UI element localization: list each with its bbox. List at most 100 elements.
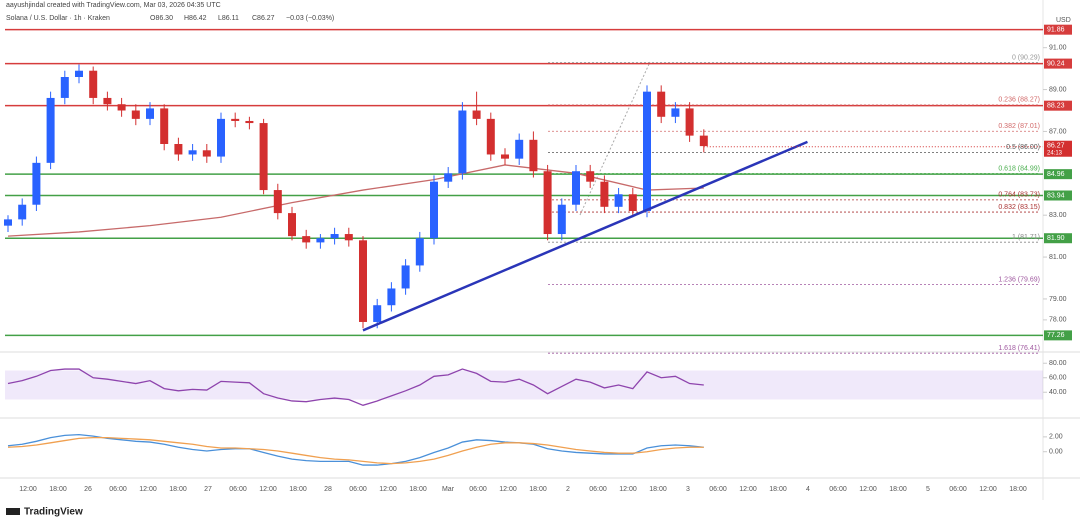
- candle-body: [217, 118, 225, 157]
- candle-body: [501, 154, 509, 159]
- logo: TradingView: [24, 507, 83, 517]
- x-tick-label: 2: [566, 486, 570, 493]
- countdown: 24:13: [1047, 150, 1063, 156]
- candle-body: [444, 173, 453, 182]
- x-tick-label: 18:00: [409, 486, 427, 493]
- candle-body: [373, 305, 382, 322]
- level-label: 77.26: [1047, 332, 1065, 339]
- level-label: 81.90: [1047, 235, 1065, 242]
- y-tick-label: 81.00: [1049, 254, 1067, 261]
- level-label: 88.23: [1047, 103, 1065, 110]
- x-tick-label: 18:00: [529, 486, 547, 493]
- x-tick-label: 18:00: [169, 486, 187, 493]
- candle-body: [4, 219, 12, 226]
- candle-body: [188, 150, 197, 155]
- candle-body: [685, 108, 694, 136]
- rsi-tick-label: 40.00: [1049, 389, 1067, 396]
- x-tick-label: 06:00: [829, 486, 847, 493]
- ohlc-value: −0.03 (−0.03%): [286, 15, 334, 22]
- candle-body: [146, 108, 154, 119]
- candle-body: [458, 110, 467, 174]
- x-tick-label: 18:00: [1009, 486, 1027, 493]
- candle-body: [628, 194, 637, 211]
- candle-body: [699, 135, 708, 147]
- candle-body: [600, 181, 609, 207]
- moving-average: [7, 164, 704, 237]
- candle-body: [330, 234, 339, 239]
- candle-body: [231, 118, 240, 121]
- candle-body: [430, 181, 438, 239]
- rsi-line: [7, 368, 704, 406]
- candle-body: [586, 171, 595, 182]
- x-tick-label: 12:00: [139, 486, 157, 493]
- credit: aayushjindal created with TradingView.co…: [6, 2, 221, 9]
- ohlc-value: H86.42: [184, 15, 207, 22]
- rsi-tick-label: 60.00: [1049, 375, 1067, 382]
- x-tick-label: 12:00: [259, 486, 277, 493]
- candle-body: [18, 204, 27, 220]
- candle-body: [657, 91, 666, 117]
- last-price-label: 86.27: [1047, 143, 1065, 150]
- x-tick-label: 06:00: [469, 486, 487, 493]
- candle-body: [288, 213, 296, 237]
- logo-icon: [6, 508, 20, 515]
- x-tick-label: 18:00: [289, 486, 307, 493]
- y-tick-label: 79.00: [1049, 296, 1067, 303]
- candle-body: [245, 120, 254, 124]
- y-tick-label: 78.00: [1049, 317, 1067, 324]
- candle-body: [117, 104, 126, 111]
- y-tick-label: 91.00: [1049, 45, 1067, 52]
- candle-body: [174, 144, 183, 155]
- candle-body: [614, 194, 623, 207]
- x-tick-label: 12:00: [619, 486, 637, 493]
- fib-label: 0.5 (86.00): [1006, 144, 1040, 151]
- candle-body: [46, 97, 55, 163]
- x-tick-label: 3: [686, 486, 690, 493]
- x-tick-label: 12:00: [19, 486, 37, 493]
- candle-body: [344, 234, 353, 241]
- level-tag: [1044, 58, 1072, 69]
- level-tag: [1044, 190, 1072, 201]
- x-tick-label: 26: [84, 486, 92, 493]
- x-tick-label: 18:00: [769, 486, 787, 493]
- x-tick-label: 06:00: [949, 486, 967, 493]
- fib-label: 0.832 (83.15): [998, 204, 1040, 211]
- candle-body: [60, 77, 69, 98]
- x-tick-label: 12:00: [499, 486, 517, 493]
- candle-body: [643, 91, 651, 211]
- candle-body: [75, 70, 83, 77]
- candle-body: [529, 139, 538, 172]
- fib-label: 0.382 (87.01): [998, 123, 1040, 130]
- x-tick-label: 06:00: [349, 486, 367, 493]
- x-tick-label: 18:00: [649, 486, 667, 493]
- x-tick-label: 5: [926, 486, 930, 493]
- x-tick-label: 18:00: [49, 486, 67, 493]
- fib-label: 0.618 (84.99): [998, 165, 1040, 172]
- candle-body: [259, 123, 268, 191]
- x-tick-label: 12:00: [379, 486, 397, 493]
- candle-body: [472, 110, 481, 119]
- macd-tick-label: 2.00: [1049, 434, 1063, 441]
- fib-label: 0 (90.29): [1012, 54, 1040, 61]
- candle-body: [557, 204, 566, 235]
- candle-body: [486, 118, 495, 155]
- fib-label: 1.236 (79.69): [998, 276, 1040, 283]
- candle-body: [89, 70, 98, 98]
- candle-body: [202, 150, 211, 157]
- macd-line: [7, 433, 704, 466]
- x-tick-label: 06:00: [109, 486, 127, 493]
- x-tick-label: 28: [324, 486, 332, 493]
- candle-body: [302, 236, 311, 243]
- y-tick-label: 89.00: [1049, 86, 1067, 93]
- candle-body: [273, 190, 282, 214]
- x-tick-label: 06:00: [589, 486, 607, 493]
- fib-connector: [579, 61, 651, 216]
- last-price-tag: [1044, 140, 1072, 157]
- x-tick-label: 12:00: [739, 486, 757, 493]
- level-tag: [1044, 169, 1072, 180]
- candle-body: [515, 139, 524, 159]
- level-tag: [1044, 233, 1072, 244]
- candle-body: [572, 171, 580, 205]
